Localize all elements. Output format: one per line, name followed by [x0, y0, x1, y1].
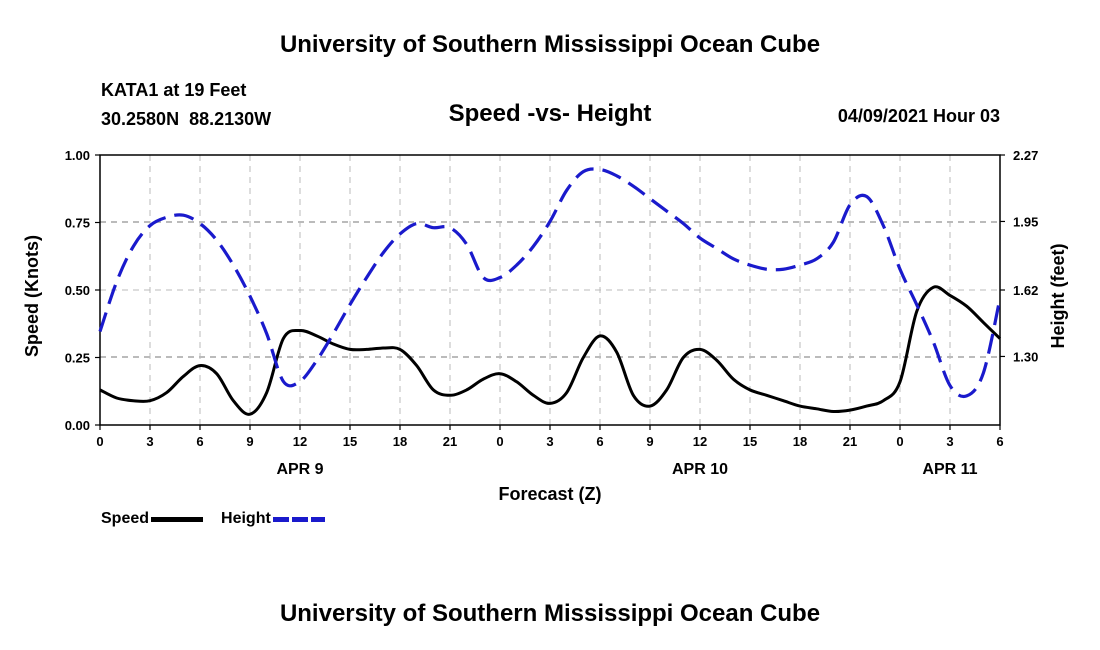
x-tick-label: 15 [743, 434, 757, 449]
legend-item-height: Height [221, 510, 325, 528]
x-tick-label: 0 [96, 434, 103, 449]
x-tick-label: 9 [646, 434, 653, 449]
x-tick-label: 6 [996, 434, 1003, 449]
x-tick-label: 12 [293, 434, 307, 449]
series-line-speed [99, 285, 1002, 416]
x-tick-label: 12 [693, 434, 707, 449]
x-tick-label: 15 [343, 434, 357, 449]
y-tick-label-right: 2.27 [1013, 148, 1038, 163]
station-name: KATA1 at 19 Feet [101, 80, 247, 100]
y-tick-label-left: 0.00 [65, 418, 90, 433]
series-lines [98, 167, 1002, 416]
y-tick-label-left: 0.50 [65, 283, 90, 298]
x-tick-label: 21 [443, 434, 457, 449]
x-axis-label: Forecast (Z) [498, 484, 601, 504]
y-tick-label-left: 1.00 [65, 148, 90, 163]
x-tick-label: 3 [146, 434, 153, 449]
station-coordinates: 30.2580N 88.2130W [101, 109, 272, 129]
x-tick-label: 0 [896, 434, 903, 449]
x-tick-label: 21 [843, 434, 857, 449]
date-label: APR 10 [672, 461, 728, 478]
date-label: APR 11 [922, 461, 977, 478]
x-tick-label: 0 [496, 434, 503, 449]
legend-speed-swatch [151, 516, 204, 522]
chart-header-title: University of Southern Mississippi Ocean… [279, 31, 821, 58]
forecast-timestamp: 04/09/2021 Hour 03 [837, 106, 1000, 126]
x-tick-label: 6 [196, 434, 203, 449]
series-line-height [98, 167, 1002, 399]
chart-footer-title: University of Southern Mississippi Ocean… [279, 600, 821, 627]
date-label: APR 9 [276, 461, 323, 478]
legend-height-label: Height [221, 510, 271, 527]
axis-ticks: 0 3 6 9 12 15 18 21 0 3 6 9 12 15 18 21 0 3 6 0.00 0.25 0.50 0… [65, 148, 1039, 478]
x-tick-label: 18 [793, 434, 807, 449]
chart-legend: Speed Height [101, 510, 343, 528]
y-tick-label-right: 1.30 [1013, 349, 1038, 364]
x-tick-label: 3 [946, 434, 953, 449]
legend-speed-label: Speed [101, 510, 150, 527]
station-info: KATA1 at 19 Feet 30.2580N 88.2130W [101, 76, 271, 134]
x-tick-label: 3 [546, 434, 553, 449]
x-tick-label: 9 [246, 434, 253, 449]
grid-lines [100, 155, 1000, 425]
y-tick-label-left: 0.25 [65, 351, 90, 366]
x-tick-label: 18 [393, 434, 407, 449]
y-axis-label-right: Height (feet) [1048, 244, 1068, 349]
y-tick-label-right: 1.62 [1013, 283, 1038, 298]
legend-item-speed: Speed [101, 510, 204, 528]
legend-height-swatch [272, 516, 325, 522]
chart-subtitle: Speed -vs- Height [448, 100, 652, 127]
x-tick-label: 6 [596, 434, 603, 449]
y-tick-label-left: 0.75 [65, 216, 90, 231]
y-tick-label-right: 1.95 [1013, 214, 1038, 229]
y-axis-label-left: Speed (Knots) [22, 235, 42, 357]
